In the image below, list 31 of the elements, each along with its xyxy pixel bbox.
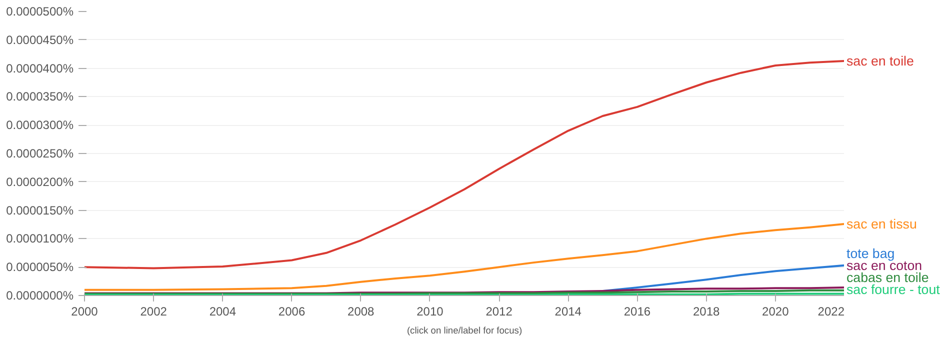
x-tick-label: 2004 bbox=[209, 304, 236, 318]
y-tick-label: 0.0000000% bbox=[6, 288, 74, 302]
y-tick-label: 0.0000200% bbox=[6, 174, 74, 189]
x-tick-label: 2016 bbox=[624, 304, 651, 318]
x-tick-label: 2002 bbox=[140, 304, 168, 318]
y-tick-label: 0.0000400% bbox=[6, 61, 74, 76]
text: (click on line/label for focus) bbox=[406, 326, 522, 336]
series-label: sac fourre - tout bbox=[846, 282, 940, 297]
x-tick-label: 2006 bbox=[278, 304, 306, 318]
y-tick-label: 0.0000250% bbox=[6, 146, 74, 160]
line-series bbox=[84, 222, 844, 291]
x-tick-label: 2008 bbox=[348, 304, 375, 318]
x-tick-label: 2018 bbox=[692, 304, 720, 318]
y-tick-label: 0.0000100% bbox=[6, 232, 74, 246]
x-tick-label: 2012 bbox=[486, 304, 513, 318]
series-label: sac en toile bbox=[846, 53, 914, 68]
x-tick-label: 2014 bbox=[554, 304, 582, 318]
series-label: cabas en toile bbox=[846, 270, 929, 285]
x-tick-label: 2022 bbox=[818, 304, 845, 318]
line-series bbox=[84, 60, 844, 270]
y-tick-label: 0.0000050% bbox=[6, 260, 74, 274]
line-series bbox=[602, 264, 844, 292]
x-tick-label: 2000 bbox=[71, 304, 98, 318]
y-tick-label: 0.0000500% bbox=[6, 4, 74, 18]
y-tick-label: 0.0000300% bbox=[6, 118, 74, 132]
y-tick-label: 0.0000150% bbox=[6, 203, 74, 218]
y-tick-label: 0.0000350% bbox=[6, 90, 74, 104]
series-label: sac en tissu bbox=[846, 216, 917, 232]
y-tick-label: 0.0000450% bbox=[6, 32, 74, 47]
x-tick-label: 2010 bbox=[416, 304, 444, 318]
x-tick-label: 2020 bbox=[762, 304, 790, 318]
